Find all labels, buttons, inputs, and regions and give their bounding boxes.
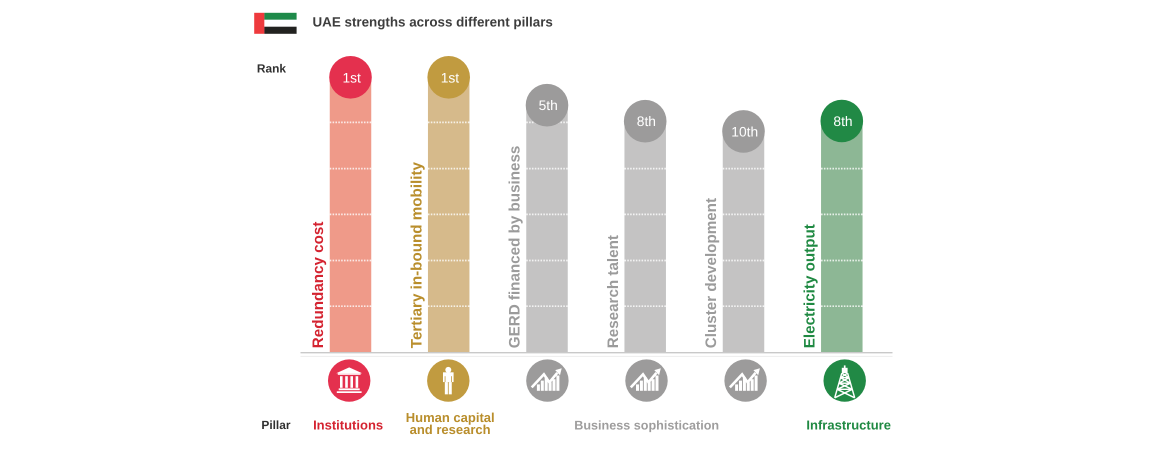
- svg-text:Redundancy cost: Redundancy cost: [310, 222, 327, 349]
- svg-text:Business sophistication: Business sophistication: [574, 419, 719, 433]
- svg-text:8th: 8th: [833, 114, 852, 129]
- svg-text:Institutions: Institutions: [313, 418, 383, 433]
- svg-text:Pillar: Pillar: [261, 418, 290, 432]
- svg-text:UAE strengths across different: UAE strengths across different pillars: [313, 14, 553, 29]
- svg-text:Rank: Rank: [257, 61, 286, 75]
- svg-text:Infrastructure: Infrastructure: [806, 418, 891, 433]
- svg-text:1st: 1st: [441, 70, 460, 85]
- svg-text:and research: and research: [410, 422, 491, 437]
- svg-text:Electricity output: Electricity output: [801, 224, 818, 348]
- svg-text:Cluster development: Cluster development: [703, 198, 720, 348]
- svg-text:Tertiary in-bound mobility: Tertiary in-bound mobility: [408, 161, 425, 348]
- svg-text:1st: 1st: [342, 70, 361, 85]
- svg-text:5th: 5th: [539, 98, 558, 113]
- svg-text:10th: 10th: [731, 124, 758, 139]
- svg-text:GERD financed by business: GERD financed by business: [507, 146, 524, 349]
- svg-text:8th: 8th: [637, 114, 656, 129]
- svg-text:Human capital: Human capital: [406, 410, 495, 425]
- svg-text:Research talent: Research talent: [605, 235, 622, 348]
